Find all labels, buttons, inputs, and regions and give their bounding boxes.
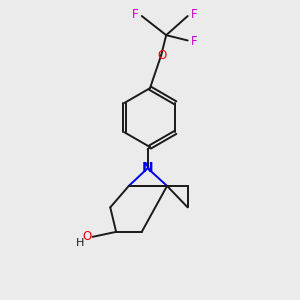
Text: F: F: [191, 35, 197, 48]
Text: O: O: [158, 49, 167, 62]
Text: F: F: [132, 8, 139, 21]
Text: N: N: [142, 161, 154, 175]
Text: H: H: [76, 238, 84, 248]
Text: O: O: [83, 230, 92, 243]
Text: F: F: [191, 8, 197, 21]
